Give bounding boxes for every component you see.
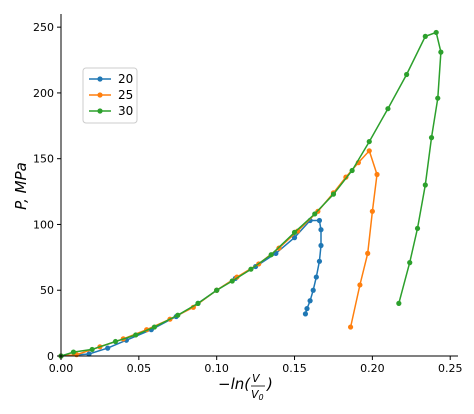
y-tick-label: 100 bbox=[33, 218, 54, 231]
data-point bbox=[330, 191, 337, 197]
x-tick-label: 0.20 bbox=[360, 362, 385, 375]
x-tick-label: 0.25 bbox=[438, 362, 463, 375]
svg-text:): ) bbox=[266, 375, 273, 393]
data-point bbox=[291, 235, 298, 241]
data-point bbox=[357, 282, 363, 288]
data-point bbox=[195, 300, 201, 306]
x-tick-label: 0.10 bbox=[204, 362, 229, 375]
data-point bbox=[248, 266, 254, 272]
x-tick-label: 0.00 bbox=[49, 362, 74, 375]
data-point bbox=[70, 349, 77, 355]
data-point bbox=[112, 338, 119, 345]
legend-marker bbox=[97, 92, 103, 98]
legend-item-30: 30 bbox=[89, 104, 133, 118]
legend-marker bbox=[97, 108, 103, 114]
data-point bbox=[414, 225, 421, 232]
data-point bbox=[374, 171, 380, 178]
data-point bbox=[229, 278, 235, 284]
x-tick-label: 0.15 bbox=[282, 362, 307, 375]
data-point bbox=[313, 274, 319, 280]
x-axis-ticks: 0.00 0.05 0.10 0.15 0.20 0.25 bbox=[49, 356, 463, 375]
data-point bbox=[214, 287, 220, 293]
legend-label: 25 bbox=[118, 88, 133, 102]
data-point bbox=[318, 227, 324, 233]
x-axis-title: −ln( V V0 ) bbox=[218, 372, 273, 402]
data-point bbox=[291, 229, 298, 235]
data-point bbox=[369, 208, 375, 214]
data-point bbox=[366, 148, 372, 154]
data-point bbox=[151, 324, 158, 330]
data-point bbox=[407, 260, 413, 266]
data-point bbox=[312, 211, 318, 217]
data-point bbox=[349, 167, 355, 174]
y-axis-title: P, MPa bbox=[12, 162, 30, 210]
data-point bbox=[422, 33, 428, 39]
legend-label: 30 bbox=[118, 104, 133, 118]
legend-label: 20 bbox=[118, 72, 133, 86]
data-point bbox=[347, 324, 354, 330]
y-tick-label: 200 bbox=[33, 87, 54, 100]
data-point bbox=[428, 135, 435, 141]
data-point bbox=[307, 298, 313, 304]
data-point bbox=[366, 138, 372, 145]
y-tick-label: 0 bbox=[47, 350, 54, 363]
series-30 bbox=[58, 29, 444, 359]
data-point bbox=[105, 345, 111, 351]
data-point bbox=[316, 258, 323, 264]
svg-text:V: V bbox=[252, 372, 261, 385]
series-line bbox=[60, 219, 322, 357]
svg-text:−ln(: −ln( bbox=[218, 375, 251, 393]
data-point bbox=[133, 332, 139, 338]
data-point bbox=[86, 351, 92, 357]
legend-item-20: 20 bbox=[89, 72, 133, 86]
series-25 bbox=[58, 148, 380, 359]
legend: 20 25 30 bbox=[82, 67, 138, 124]
legend-marker bbox=[97, 76, 103, 82]
data-point bbox=[365, 250, 371, 256]
data-point bbox=[304, 306, 310, 312]
y-axis-ticks: 0 50 100 150 200 250 bbox=[33, 21, 61, 363]
y-tick-label: 250 bbox=[33, 21, 54, 34]
data-point bbox=[422, 182, 428, 188]
data-point bbox=[175, 312, 181, 318]
data-point bbox=[316, 217, 323, 224]
y-tick-label: 50 bbox=[40, 284, 54, 297]
svg-text:V0: V0 bbox=[251, 388, 264, 402]
data-point bbox=[433, 29, 439, 36]
data-point bbox=[318, 242, 324, 249]
series-20 bbox=[58, 217, 324, 359]
data-point bbox=[385, 106, 391, 112]
data-point bbox=[89, 346, 95, 353]
series-line bbox=[60, 149, 378, 357]
data-point bbox=[435, 95, 441, 101]
data-point bbox=[396, 300, 402, 306]
data-point bbox=[310, 287, 316, 293]
data-point bbox=[438, 49, 444, 55]
data-point bbox=[268, 252, 274, 258]
x-tick-label: 0.05 bbox=[127, 362, 152, 375]
series-line bbox=[60, 31, 442, 357]
legend-item-25: 25 bbox=[89, 88, 133, 102]
data-point bbox=[302, 311, 309, 317]
y-tick-label: 150 bbox=[33, 153, 54, 166]
data-point bbox=[404, 71, 410, 78]
